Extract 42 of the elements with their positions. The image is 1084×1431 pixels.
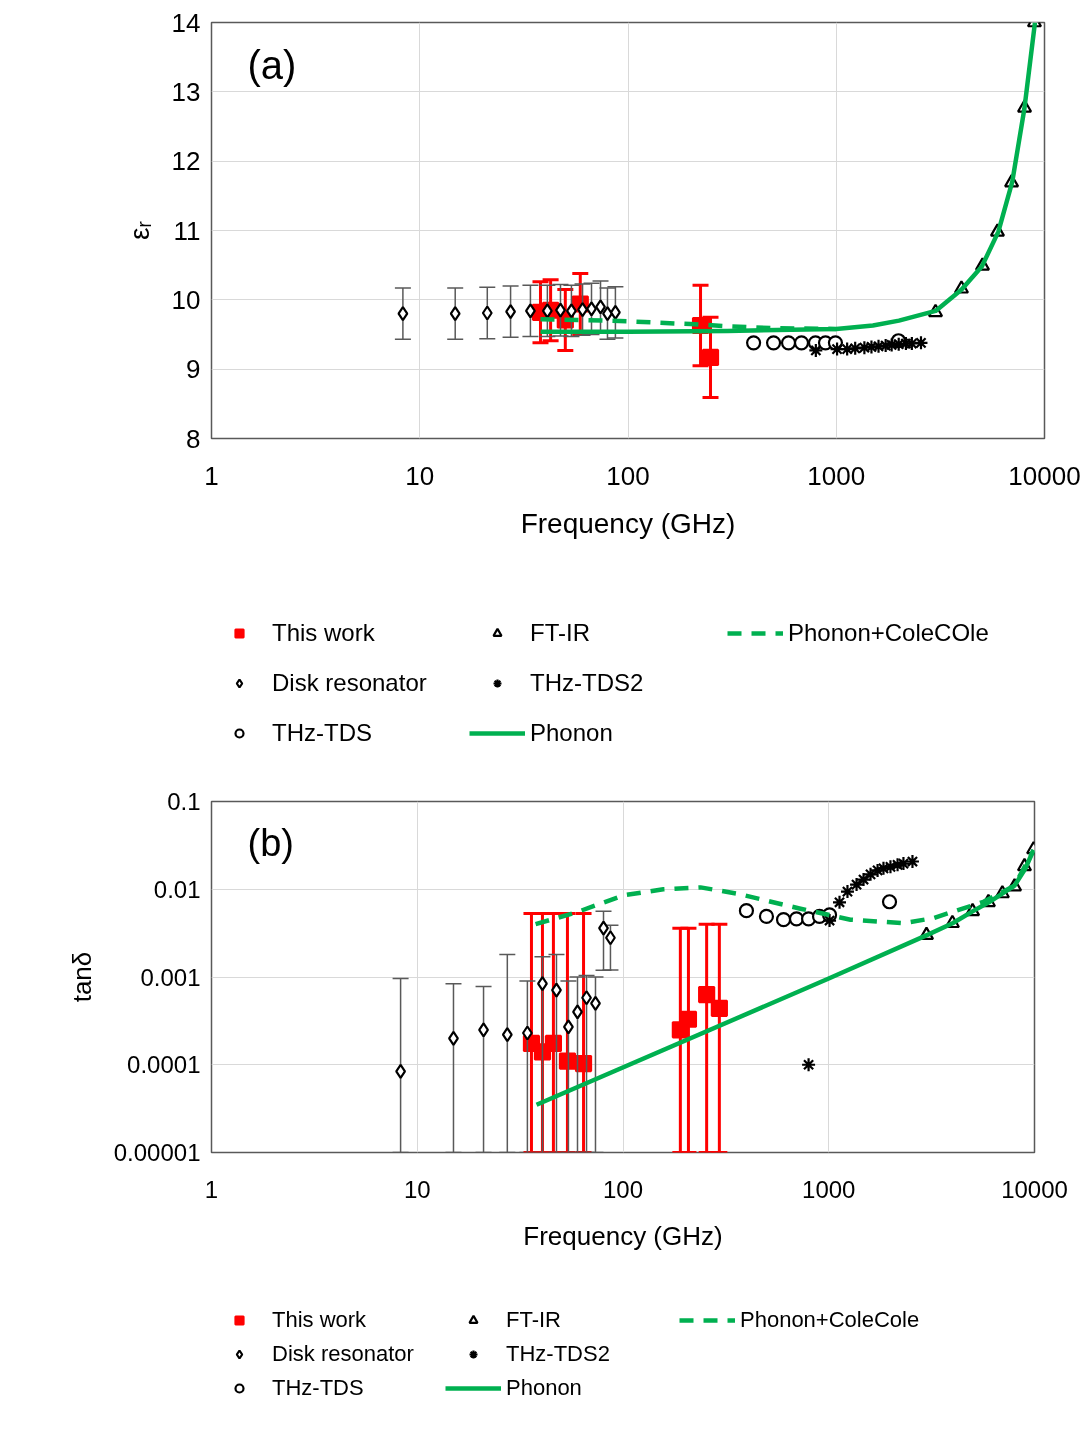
y-tick-label: 9 xyxy=(186,354,201,385)
y-tick-label: 10 xyxy=(171,284,201,315)
y-tick-label: 0.0001 xyxy=(127,1051,201,1079)
y-tick-label: 14 xyxy=(171,7,201,38)
legend-label: THz-TDS2 xyxy=(506,1341,611,1367)
legend-label: FT-IR xyxy=(506,1307,562,1333)
legend-label: Disk resonator xyxy=(272,669,428,697)
legend-label: THz-TDS xyxy=(272,719,373,747)
legend-label: THz-TDS xyxy=(272,1375,365,1401)
y-tick-label: 0.1 xyxy=(167,788,201,815)
y-axis-title: εᵣ xyxy=(123,220,155,241)
x-tick-label: 1 xyxy=(204,460,219,491)
y-tick-label: 0.001 xyxy=(140,963,201,991)
legend-label: FT-IR xyxy=(530,619,591,647)
x-tick-label: 10 xyxy=(405,460,435,491)
y-axis-title: tanδ xyxy=(66,951,97,1003)
x-tick-label: 10000 xyxy=(1001,1175,1068,1203)
x-tick-label: 10 xyxy=(403,1175,431,1203)
y-tick-label: 8 xyxy=(186,423,201,454)
annotation: (b) xyxy=(247,821,294,864)
legend-label: Phonon xyxy=(530,719,614,747)
y-tick-label: 0.00001 xyxy=(113,1139,201,1166)
legend-label: Phonon+ColeCole xyxy=(740,1307,920,1333)
x-axis-title: Frequency (GHz) xyxy=(523,1220,723,1251)
legend-label: Disk resonator xyxy=(272,1341,415,1367)
legend-label: This work xyxy=(272,1307,368,1333)
legend-label: Phonon+ColeCOle xyxy=(788,619,989,647)
annotation: (a) xyxy=(247,42,297,87)
legend-label: This work xyxy=(272,619,376,647)
y-tick-label: 13 xyxy=(171,76,201,107)
y-tick-label: 11 xyxy=(173,215,201,246)
x-tick-label: 10000 xyxy=(1008,460,1081,491)
x-tick-label: 1000 xyxy=(807,460,866,491)
x-tick-label: 100 xyxy=(602,1175,644,1203)
legend-label: THz-TDS2 xyxy=(530,669,645,697)
legend-label: Phonon xyxy=(506,1375,583,1401)
x-tick-label: 1 xyxy=(204,1175,219,1203)
x-tick-label: 100 xyxy=(606,460,650,491)
x-tick-label: 1000 xyxy=(802,1175,856,1203)
y-tick-label: 0.01 xyxy=(153,875,201,903)
y-tick-label: 12 xyxy=(171,146,201,177)
x-axis-title: Frequency (GHz) xyxy=(520,507,736,539)
